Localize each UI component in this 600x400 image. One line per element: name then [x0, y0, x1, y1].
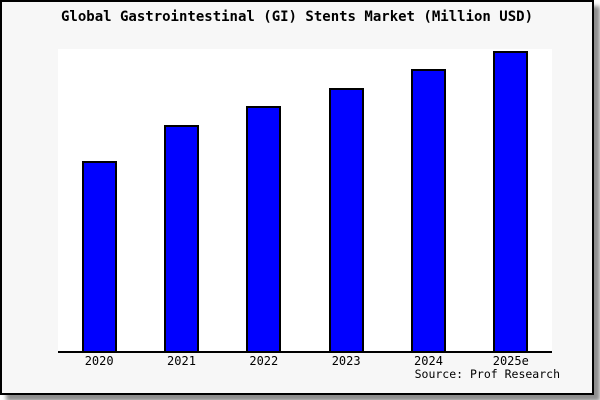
- bar-2025e: [493, 51, 529, 351]
- x-tick-label-2020: 2020: [84, 354, 114, 368]
- bar-2021: [163, 125, 199, 351]
- x-axis-labels: 2020 2021 2022 2023 2024 2025e: [58, 354, 552, 368]
- x-tick-label-2021: 2021: [167, 354, 196, 368]
- bar-slot-2025e: [470, 49, 552, 351]
- x-tick-label-2023: 2023: [331, 354, 361, 368]
- bars-row: [58, 49, 552, 351]
- x-tick-label-2024: 2024: [414, 354, 443, 368]
- bar-2024: [410, 69, 446, 351]
- bar-slot-2021: [140, 49, 222, 351]
- bar-slot-2023: [305, 49, 387, 351]
- bar-2020: [81, 161, 117, 351]
- bar-2023: [328, 88, 364, 351]
- bar-slot-2024: [387, 49, 469, 351]
- chart-title: Global Gastrointestinal (GI) Stents Mark…: [60, 9, 533, 25]
- chart-container: Global Gastrointestinal (GI) Stents Mark…: [0, 0, 594, 395]
- x-tick-label-2025e: 2025e: [492, 354, 529, 368]
- plot-area: [58, 49, 552, 351]
- bar-slot-2020: [58, 49, 140, 351]
- bar-slot-2022: [223, 49, 305, 351]
- source-label: Source: Prof Research: [414, 367, 560, 381]
- x-axis-line: [58, 351, 552, 353]
- bar-2022: [246, 106, 282, 351]
- x-tick-label-2022: 2022: [249, 354, 279, 368]
